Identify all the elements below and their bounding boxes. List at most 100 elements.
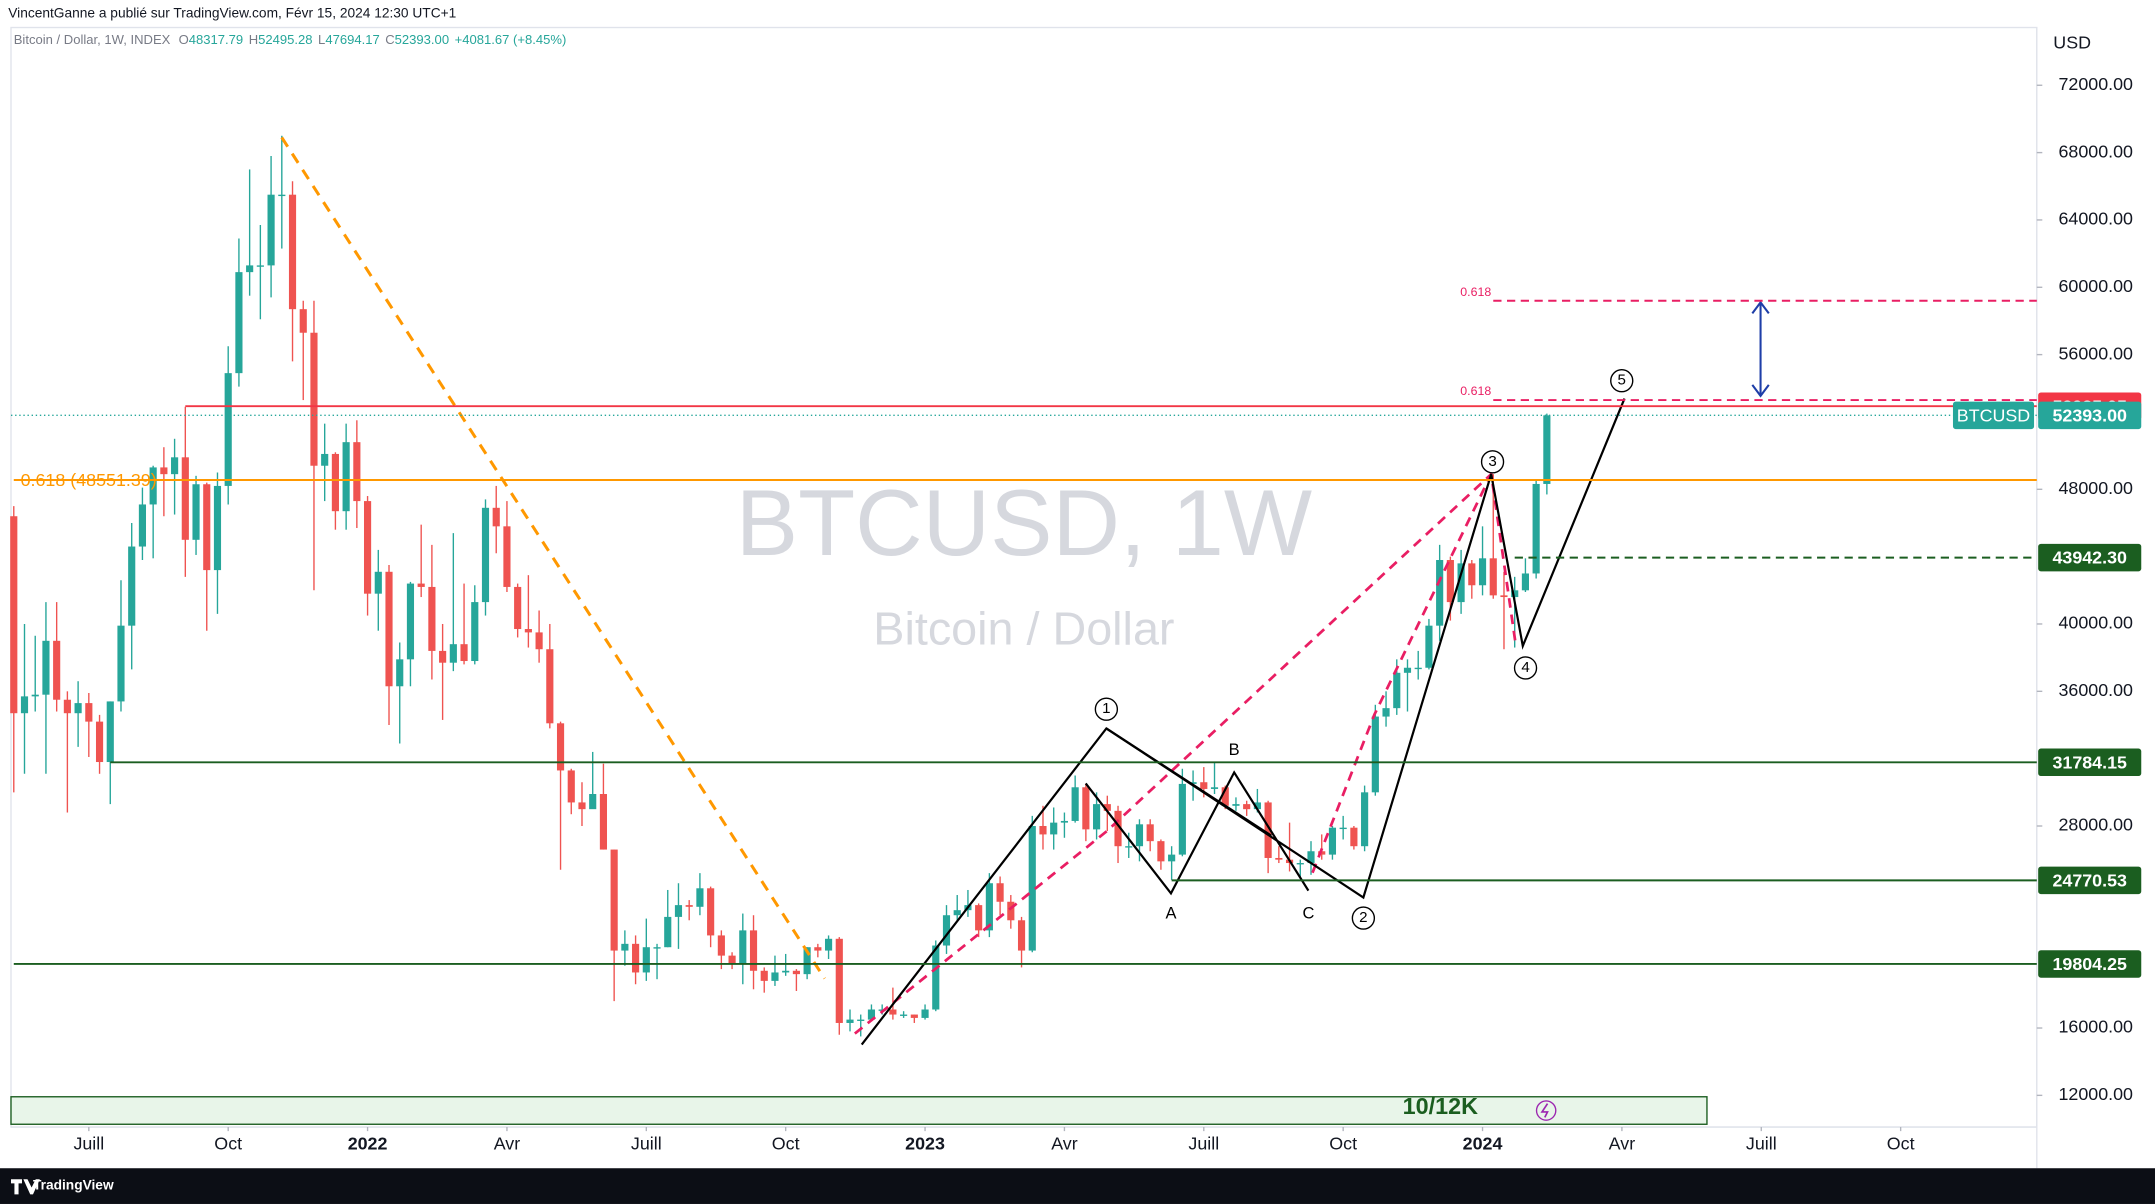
arrow: [1751, 300, 1770, 398]
watermark: BTCUSD, 1W Bitcoin / Dollar: [736, 470, 1312, 654]
price-badge: [2038, 866, 2142, 895]
info-item: 52393.00: [395, 33, 449, 48]
candle-body: [1350, 827, 1358, 847]
candle-body: [932, 945, 940, 1010]
x-tick-label: Oct: [1329, 1134, 1357, 1154]
candle-body: [556, 723, 565, 771]
candle-body: [1414, 667, 1422, 670]
candle-body: [749, 930, 758, 971]
candle-body: [1039, 825, 1047, 835]
candle-body: [503, 526, 511, 587]
candle-body: [771, 972, 779, 981]
symbol-info: Bitcoin / Dollar, 1W, INDEX O48317.79 H524…: [14, 33, 567, 48]
wave-label: 1: [1102, 700, 1110, 717]
candle-body: [1146, 824, 1154, 842]
price-badge-label: 19804.25: [2052, 954, 2127, 974]
symbol-badge: [1952, 401, 2035, 430]
candle-body: [396, 659, 404, 687]
wave-marker: [1480, 450, 1505, 474]
candle-body: [138, 504, 147, 547]
candle-body: [267, 194, 275, 266]
trend-line: [1311, 473, 1493, 874]
candle-body: [42, 640, 50, 695]
x-tick-label: Avr: [1609, 1134, 1636, 1154]
level-label: 0.618: [1460, 384, 1491, 398]
candle-body: [824, 938, 833, 951]
candle-body: [1221, 787, 1229, 806]
candle-body: [471, 602, 479, 662]
candle-body: [278, 194, 286, 197]
candle-body: [235, 272, 243, 374]
candle-body: [685, 905, 693, 907]
candle-body: [1296, 863, 1304, 865]
price-badge-label: 52393.00: [2052, 405, 2127, 425]
trend-line: [853, 471, 1518, 1035]
info-item: L: [318, 33, 325, 48]
candle-body: [10, 516, 18, 714]
candle-body: [1243, 804, 1251, 810]
candle-body: [524, 629, 532, 633]
candle-body: [95, 721, 104, 763]
candle-body: [1071, 787, 1079, 821]
brand-logo: [10, 1179, 40, 1195]
candle-body: [406, 583, 415, 660]
footer-brand: TradingView: [33, 1178, 114, 1193]
wave-label: 3: [1488, 453, 1496, 470]
candle-body: [535, 632, 543, 650]
candle-body: [674, 905, 683, 917]
candle-body: [117, 625, 125, 702]
y-tick-label: 36000.00: [2059, 680, 2134, 700]
candle-body: [321, 453, 329, 466]
candle-body: [567, 770, 575, 803]
candle-body: [428, 586, 436, 651]
candle-body: [1361, 792, 1369, 847]
y-tick-label: 72000.00: [2059, 74, 2134, 94]
candle-body: [1425, 625, 1433, 668]
candle-body: [900, 1014, 908, 1016]
info-item: 52495.28: [258, 33, 312, 48]
y-tick-label: 48000.00: [2059, 478, 2134, 498]
candle-body: [342, 442, 350, 512]
candle-body: [1500, 595, 1508, 598]
candle-body: [374, 571, 382, 594]
x-tick-label: Avr: [494, 1134, 521, 1154]
candle-body: [1328, 827, 1337, 855]
price-badge-label: 31784.15: [2052, 752, 2127, 772]
symbol-badge-label: BTCUSD: [1957, 405, 2031, 425]
price-badge-label: 43942.30: [2052, 548, 2127, 568]
info-item: Bitcoin / Dollar, 1W, INDEX: [14, 33, 171, 48]
candle-body: [106, 701, 114, 763]
candle-body: [1393, 672, 1401, 709]
candle-body: [1157, 841, 1165, 862]
price-badge: [2038, 401, 2142, 430]
candle-body: [1125, 846, 1133, 848]
wave-label: 2: [1359, 909, 1367, 926]
event-icon[interactable]: [1535, 1100, 1557, 1121]
candle-body: [363, 501, 372, 594]
candle-body: [1060, 820, 1068, 823]
candle-body: [299, 309, 307, 333]
candle-body: [1017, 920, 1026, 951]
candle-body: [439, 650, 447, 663]
candle-body: [696, 888, 704, 907]
wave-marker: [1351, 906, 1376, 930]
x-tick-label: Oct: [214, 1134, 242, 1154]
candle-body: [1200, 782, 1208, 789]
candle-body: [1339, 827, 1347, 830]
price-badge: [2038, 543, 2142, 572]
wave-marker: [1094, 697, 1119, 721]
info-item: 48317.79: [189, 33, 243, 48]
candle-body: [310, 332, 318, 466]
candle-body: [1093, 804, 1101, 830]
wave-label: A: [1165, 904, 1176, 922]
candle-body: [867, 1009, 876, 1020]
candle-body: [857, 1019, 865, 1021]
candle-body: [1468, 563, 1476, 586]
x-tick-label: Juill: [631, 1134, 662, 1154]
candle-body: [171, 457, 179, 475]
candle-body: [181, 457, 189, 540]
candle-body: [514, 586, 522, 630]
candle-body: [63, 699, 71, 714]
candle-body: [149, 467, 157, 505]
